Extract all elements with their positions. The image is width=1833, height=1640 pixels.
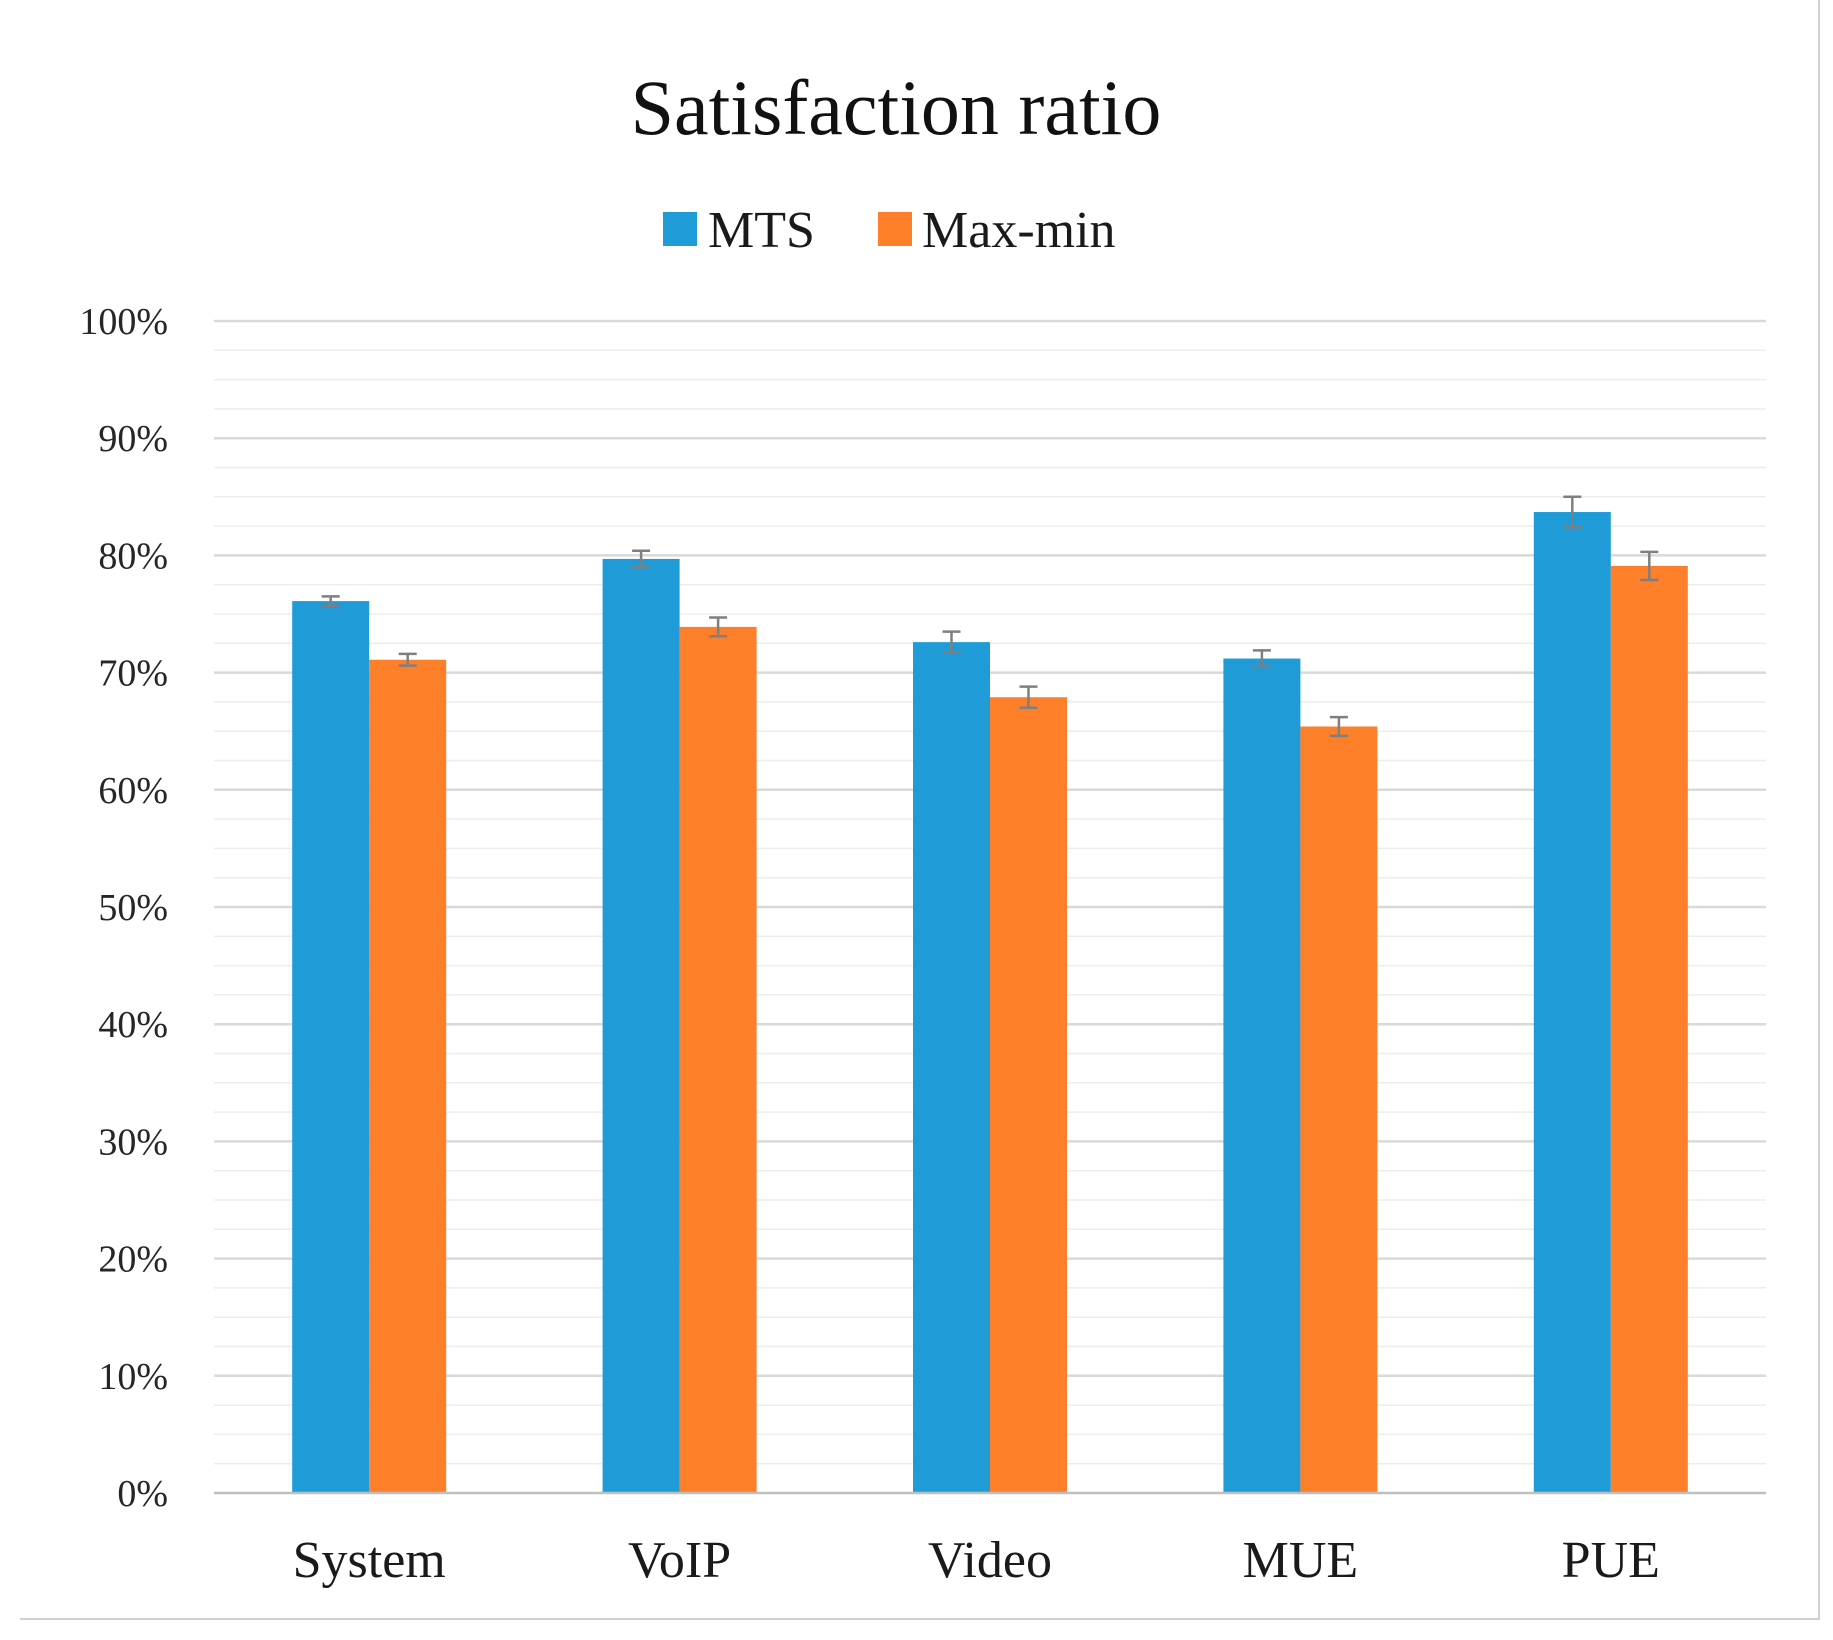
- bars: [292, 512, 1688, 1493]
- bar-mts-video: [913, 642, 990, 1493]
- legend-swatch-max-min: [878, 212, 912, 246]
- legend-swatch-mts: [663, 212, 697, 246]
- y-tick-label: 30%: [98, 1121, 168, 1163]
- y-tick-label: 80%: [98, 535, 168, 577]
- error-bar: [321, 595, 340, 608]
- y-tick-label: 70%: [98, 653, 168, 695]
- error-bar: [709, 616, 728, 638]
- legend: MTS Max-min: [663, 202, 1116, 259]
- x-axis-category-labels: System VoIP Video MUE PUE: [293, 1532, 1660, 1589]
- bar-mts-pue: [1533, 512, 1611, 1493]
- bar-max-min-voip: [679, 626, 757, 1493]
- y-tick-label: 90%: [98, 418, 168, 460]
- bar-mts-mue: [1223, 658, 1301, 1493]
- error-bar: [1563, 495, 1582, 529]
- error-bar: [1252, 649, 1271, 668]
- error-bar: [1019, 685, 1038, 710]
- chart-title: Satisfaction ratio: [631, 64, 1162, 151]
- bar-mts-system: [292, 601, 370, 1493]
- y-tick-label: 60%: [98, 770, 168, 812]
- y-tick-label: 50%: [98, 887, 168, 929]
- y-axis-tick-labels: 0% 10% 20% 30% 40% 50% 60% 70% 80% 90% 100%: [79, 301, 168, 1515]
- error-bar: [1640, 550, 1659, 582]
- y-tick-label: 20%: [98, 1239, 168, 1281]
- bar-mts-voip: [602, 558, 680, 1493]
- chart-frame: [20, 0, 1820, 1620]
- x-category-label: Video: [928, 1532, 1052, 1589]
- x-category-label: PUE: [1562, 1532, 1660, 1589]
- error-bar: [1329, 715, 1348, 738]
- legend-label-max-min: Max-min: [922, 202, 1116, 259]
- x-category-label: VoIP: [628, 1532, 731, 1589]
- error-bar: [398, 652, 417, 667]
- error-bars: [321, 495, 1659, 738]
- x-category-label: MUE: [1243, 1532, 1359, 1589]
- y-tick-label: 40%: [98, 1004, 168, 1046]
- bar-max-min-video: [990, 697, 1067, 1493]
- y-tick-label: 10%: [98, 1356, 168, 1398]
- legend-label-mts: MTS: [708, 202, 815, 259]
- y-tick-label: 100%: [79, 301, 168, 343]
- bar-max-min-pue: [1610, 565, 1688, 1493]
- y-tick-label: 0%: [117, 1473, 168, 1515]
- error-bar: [942, 630, 961, 654]
- x-category-label: System: [293, 1532, 446, 1589]
- bar-max-min-system: [369, 659, 447, 1493]
- error-bar: [632, 549, 651, 569]
- bar-max-min-mue: [1300, 726, 1378, 1493]
